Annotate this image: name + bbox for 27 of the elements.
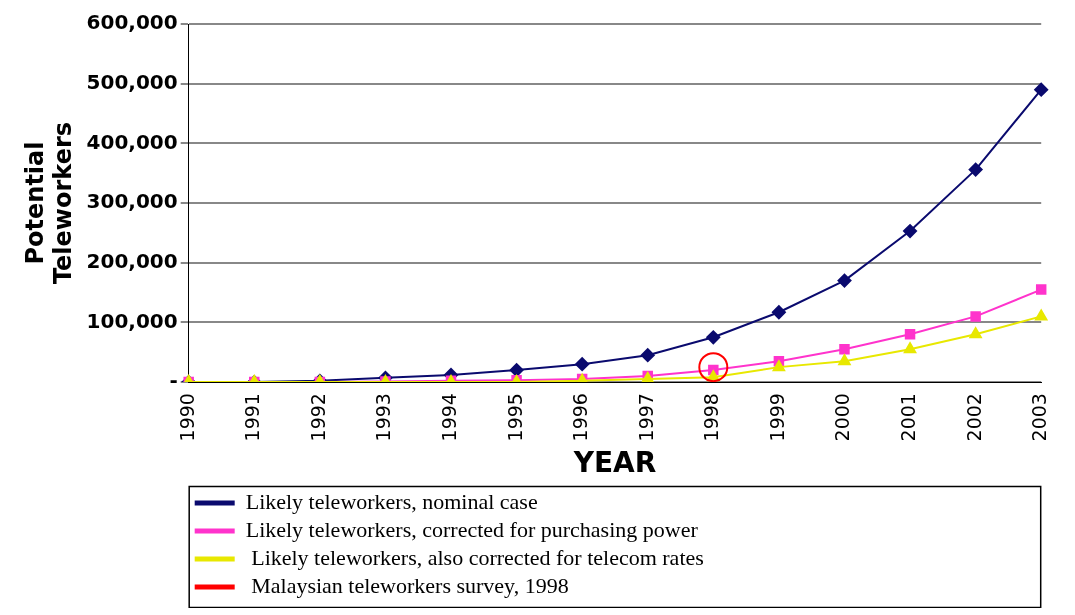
y-tick-label: 500,000 — [86, 69, 178, 94]
x-tick-label: 1996 — [569, 393, 592, 442]
legend-label: Likely teleworkers, nominal case — [245, 488, 538, 514]
x-tick-label: 1991 — [241, 393, 264, 442]
y-tick-label: 400,000 — [86, 129, 178, 154]
y-axis-title: Potential Teleworkers — [20, 121, 78, 285]
x-tick-label: 1994 — [437, 393, 460, 442]
x-tick-label: 1993 — [372, 393, 395, 442]
y-tick-label: 200,000 — [86, 248, 178, 273]
x-tick-label: 2000 — [831, 393, 854, 442]
y-tick-label: 600,000 — [86, 10, 178, 35]
x-tick-label: 2002 — [962, 393, 985, 442]
legend-label: Likely teleworkers, corrected for purchasing power — [245, 516, 699, 542]
y-tick-label: - — [169, 368, 178, 393]
x-tick-label: 2001 — [896, 393, 919, 442]
y-tick-label: 100,000 — [86, 308, 178, 333]
x-tick-label: 1995 — [503, 393, 526, 442]
y-tick-label: 300,000 — [86, 189, 178, 214]
x-tick-label: 1992 — [306, 393, 329, 442]
x-tick-label: 1999 — [765, 393, 788, 442]
x-tick-label: 2003 — [1028, 393, 1051, 442]
x-axis-title: YEAR — [572, 446, 657, 480]
legend-label: Likely teleworkers, also corrected for telecom rates — [245, 544, 704, 570]
x-tick-label: 1990 — [175, 393, 198, 442]
x-tick-label: 1998 — [700, 393, 723, 442]
legend-label: Malaysian teleworkers survey, 1998 — [245, 572, 569, 598]
x-tick-label: 1997 — [634, 393, 657, 442]
